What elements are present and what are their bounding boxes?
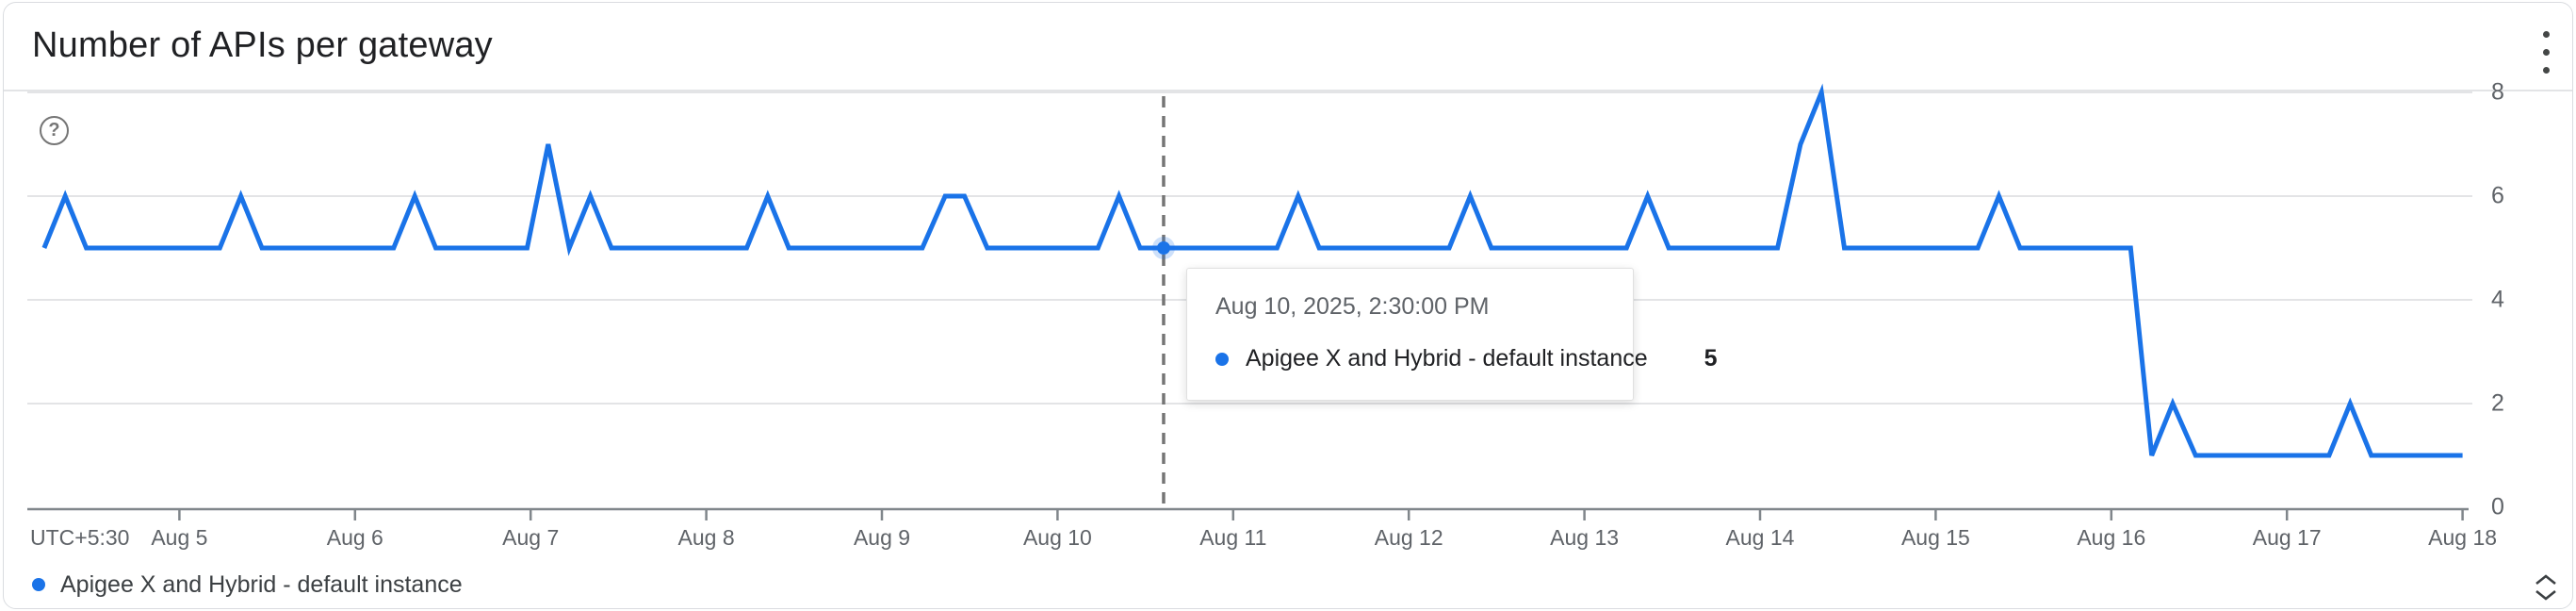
x-tick-label: Aug 15 [1900, 525, 1970, 550]
x-tick-label: Aug 8 [677, 525, 735, 550]
y-tick-label: 8 [2491, 78, 2504, 106]
x-tick-label: Aug 16 [2077, 525, 2146, 550]
x-tick-label: Aug 10 [1022, 525, 1092, 550]
chevron-down-icon [2535, 589, 2556, 601]
hover-marker-dot [1156, 241, 1170, 255]
chart-legend: Apigee X and Hybrid - default instance [32, 569, 463, 601]
legend-expander-button[interactable] [2525, 567, 2567, 608]
utc-offset-label: UTC+5:30 [30, 525, 130, 550]
chart-card: Number of APIs per gateway ? 8 6 4 2 0 Aug 5 A… [3, 2, 2573, 609]
x-tick-label: Aug 14 [1725, 525, 1795, 550]
x-tick-label: Aug 11 [1199, 525, 1267, 550]
tooltip-series-value: 5 [1704, 345, 1718, 372]
y-tick-label: 0 [2491, 493, 2504, 520]
x-tick-label: Aug 5 [151, 525, 208, 550]
x-tick-label: Aug 9 [853, 525, 911, 550]
kebab-dot [2542, 48, 2550, 56]
x-tick-label: Aug 13 [1550, 525, 1620, 550]
x-tick-label: Aug 7 [502, 525, 560, 550]
chevron-up-icon [2535, 574, 2556, 586]
tooltip-timestamp: Aug 10, 2025, 2:30:00 PM [1215, 293, 1490, 320]
hover-tooltip: Aug 10, 2025, 2:30:00 PM Apigee X and Hy… [1186, 268, 1718, 401]
x-tick-label: Aug 6 [326, 525, 383, 550]
chart-title: Number of APIs per gateway [32, 25, 493, 65]
x-tick-label: Aug 17 [2252, 525, 2322, 550]
series-color-dot [1215, 352, 1229, 366]
series-line [41, 83, 2463, 458]
legend-item[interactable]: Apigee X and Hybrid - default instance [32, 571, 463, 599]
tooltip-series-row: Apigee X and Hybrid - default instance 5 [1215, 345, 1718, 372]
y-tick-label: 2 [2491, 389, 2504, 417]
x-tick-label: Aug 18 [2428, 525, 2498, 550]
more-options-button[interactable] [2527, 24, 2565, 80]
kebab-dot [2542, 66, 2550, 74]
tooltip-series-name: Apigee X and Hybrid - default instance [1246, 345, 1648, 372]
legend-label: Apigee X and Hybrid - default instance [60, 570, 463, 598]
kebab-dot [2542, 30, 2550, 38]
help-icon[interactable]: ? [40, 116, 69, 145]
legend-color-dot [32, 578, 45, 591]
y-tick-label: 6 [2491, 182, 2504, 209]
card-header: Number of APIs per gateway [4, 3, 2572, 91]
y-tick-label: 4 [2491, 286, 2504, 313]
x-tick-label: Aug 12 [1374, 525, 1443, 550]
